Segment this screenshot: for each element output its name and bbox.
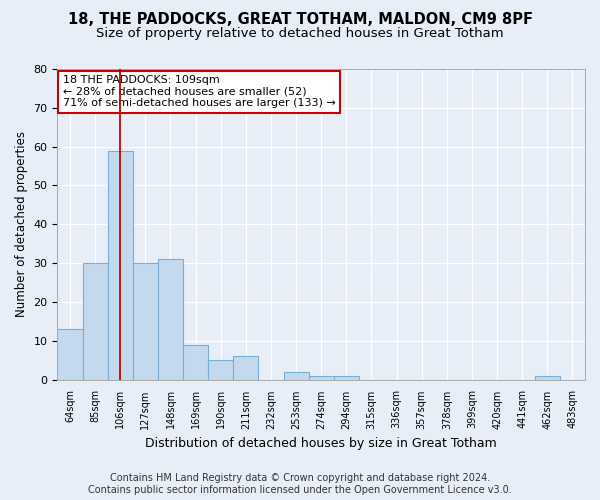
Text: Contains HM Land Registry data © Crown copyright and database right 2024.
Contai: Contains HM Land Registry data © Crown c… — [88, 474, 512, 495]
Bar — [535, 376, 560, 380]
Bar — [183, 344, 208, 380]
Bar — [233, 356, 259, 380]
Text: 18 THE PADDOCKS: 109sqm
← 28% of detached houses are smaller (52)
71% of semi-de: 18 THE PADDOCKS: 109sqm ← 28% of detache… — [62, 75, 335, 108]
Bar — [158, 259, 183, 380]
Bar — [308, 376, 334, 380]
Bar — [334, 376, 359, 380]
Bar — [58, 329, 83, 380]
Bar — [107, 150, 133, 380]
Text: 18, THE PADDOCKS, GREAT TOTHAM, MALDON, CM9 8PF: 18, THE PADDOCKS, GREAT TOTHAM, MALDON, … — [67, 12, 533, 28]
Bar — [284, 372, 308, 380]
Text: Size of property relative to detached houses in Great Totham: Size of property relative to detached ho… — [96, 28, 504, 40]
Bar — [83, 263, 107, 380]
Bar — [208, 360, 233, 380]
Bar — [133, 263, 158, 380]
X-axis label: Distribution of detached houses by size in Great Totham: Distribution of detached houses by size … — [145, 437, 497, 450]
Y-axis label: Number of detached properties: Number of detached properties — [15, 132, 28, 318]
